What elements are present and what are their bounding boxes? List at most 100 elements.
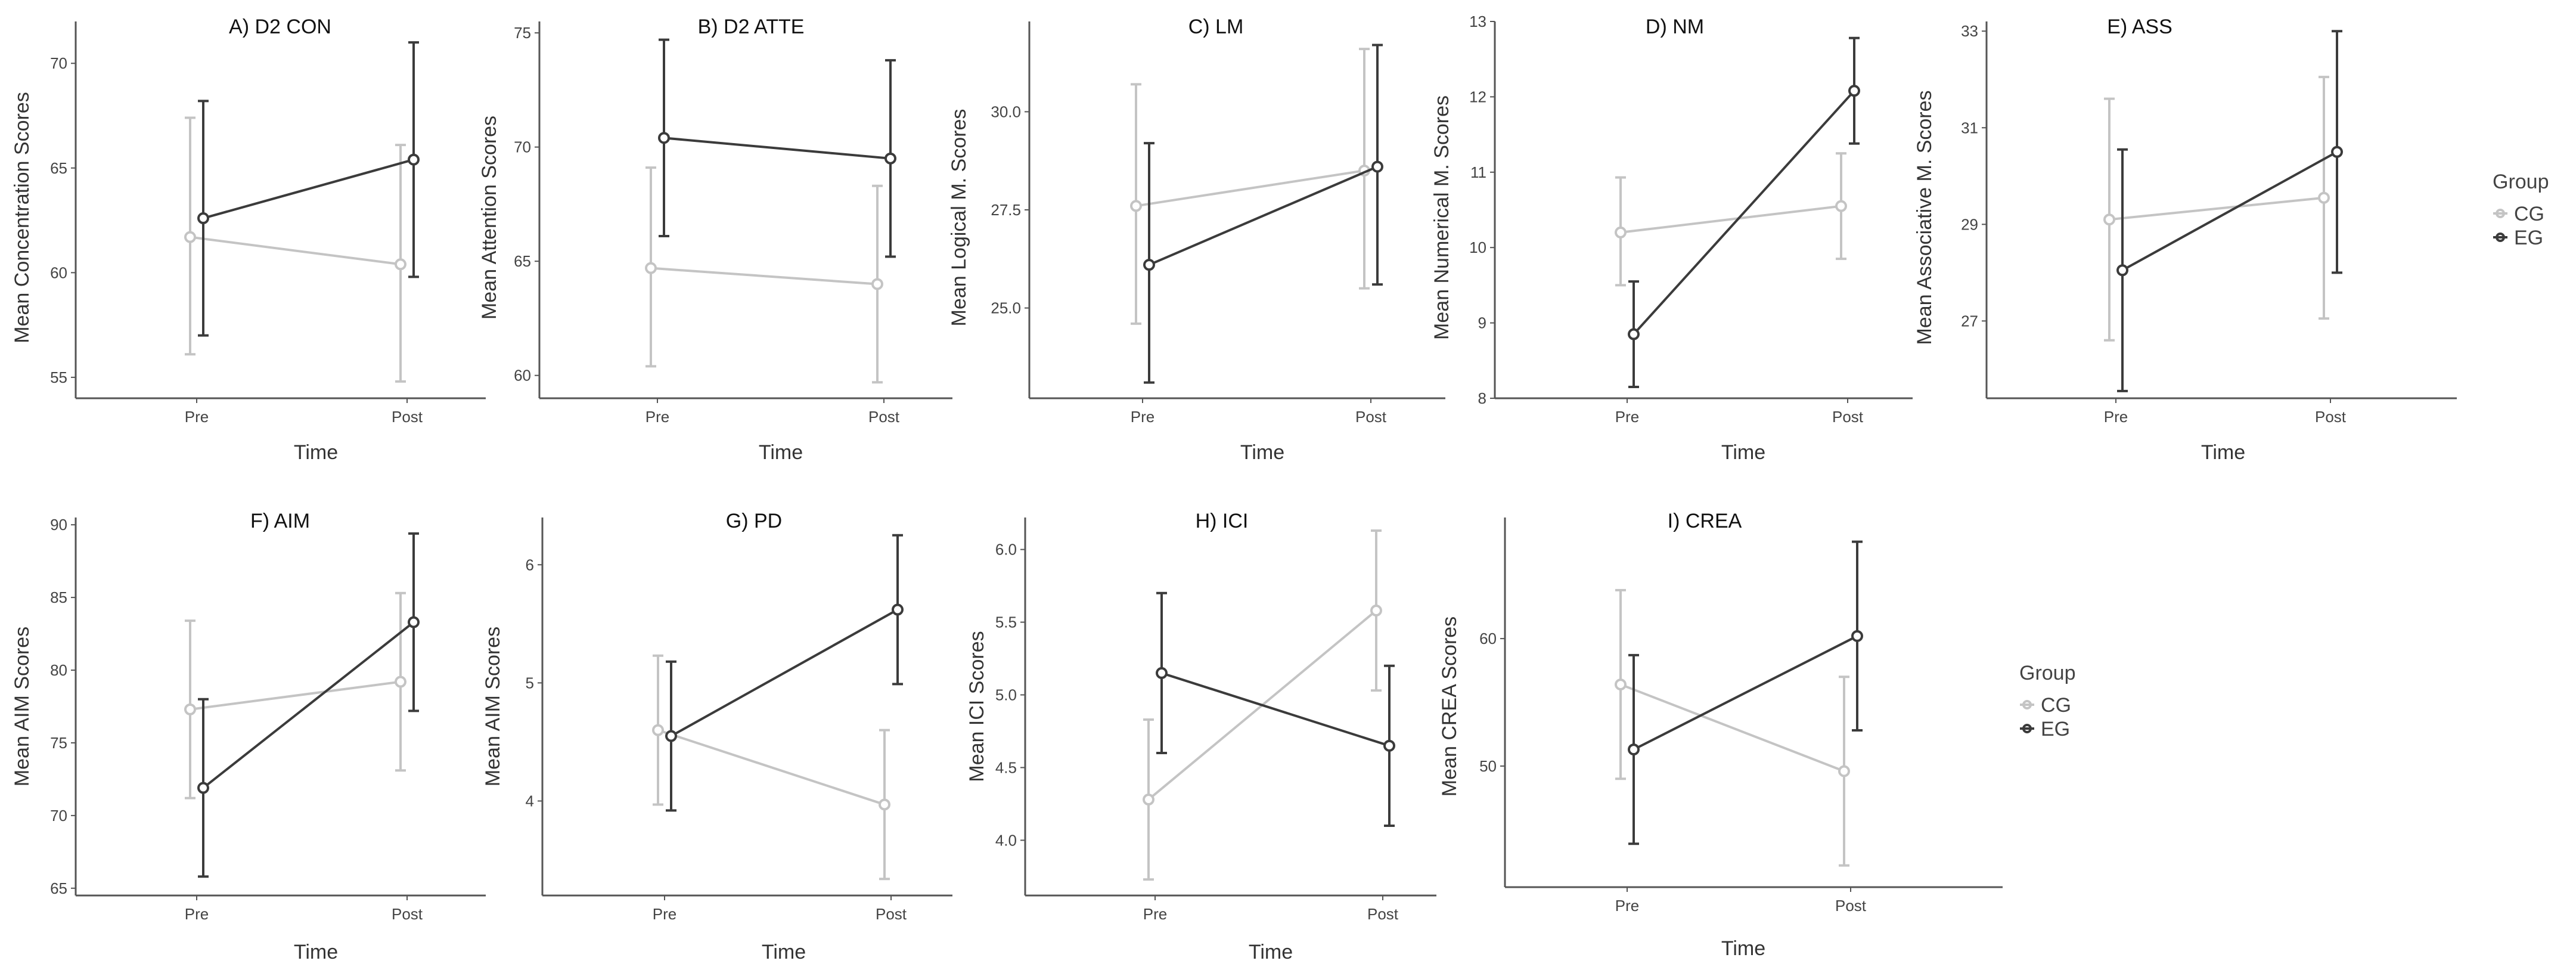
y-tick-label-e: 33 [1961, 22, 1978, 40]
data-point-eg [2331, 145, 2343, 158]
series-line-cg [1620, 204, 1842, 234]
panel-title-h: H) ICI [1196, 510, 1249, 532]
y-tick-label-g: 6 [526, 556, 534, 574]
x-tick-label-h: Pre [1143, 905, 1167, 923]
y-tick-label-d: 9 [1478, 314, 1486, 332]
data-point-cg [1615, 226, 1627, 238]
series-line-eg [203, 158, 414, 219]
data-point-eg [884, 152, 896, 165]
y-tick-label-c: 30.0 [991, 103, 1021, 120]
data-point-cg [395, 258, 406, 271]
x-tick-label-f: Post [392, 905, 423, 923]
x-axis-title-g: Time [762, 941, 806, 963]
y-tick-label-a: 55 [50, 368, 67, 386]
x-tick-label-h: Post [1367, 905, 1399, 923]
series-eg-h [1156, 591, 1395, 827]
x-tick-label-b: Post [868, 408, 900, 426]
x-tick-label-a: Pre [185, 408, 209, 426]
x-tick-label-e: Pre [2104, 408, 2128, 426]
series-eg-d [1628, 36, 1860, 389]
data-point-eg [892, 603, 904, 616]
data-point-eg [197, 782, 209, 794]
panel-title-c: C) LM [1188, 16, 1244, 38]
series-line-cg [1135, 169, 1365, 207]
series-cg-f [184, 591, 406, 800]
panel-title-b: B) D2 ATTE [698, 16, 805, 38]
series-line-eg [1161, 672, 1390, 747]
legend-top-eg-label: EG [2514, 227, 2543, 249]
series-line-eg [663, 137, 891, 160]
panel-f: 65 70 75 80 85 90 Pre Post [50, 516, 486, 923]
data-point-cg [645, 262, 657, 274]
x-axis-title-f: Time [294, 941, 338, 963]
x-axis-title-a: Time [294, 441, 338, 464]
panel-title-g: G) PD [726, 510, 782, 532]
y-axis-titles: Mean Concentration Scores Mean Attention… [11, 90, 1936, 797]
y-tick-label-e: 31 [1961, 119, 1978, 137]
data-point-eg [1628, 328, 1640, 340]
panel-g: 4 5 6 Pre Post [526, 518, 952, 923]
y-tick-label-d: 12 [1469, 88, 1486, 106]
x-tick-label-d: Pre [1615, 408, 1639, 426]
data-point-cg [1615, 678, 1627, 691]
data-point-eg [1143, 259, 1155, 271]
y-tick-label-g: 5 [526, 674, 534, 692]
data-point-cg [1143, 794, 1154, 806]
series-line-eg [202, 621, 415, 789]
y-tick-label-b: 60 [514, 367, 531, 385]
x-tick-label-i: Post [1835, 897, 1867, 915]
x-axis-title-i: Time [1721, 937, 1765, 960]
series-eg-c [1143, 44, 1383, 384]
x-tick-label-e: Post [2315, 408, 2347, 426]
series-line-eg [671, 608, 898, 738]
data-point-cg [1835, 200, 1847, 212]
data-point-eg [1156, 667, 1168, 679]
y-axis-title-g: Mean AIM Scores [482, 627, 504, 786]
y-axis-title-c: Mean Logical M. Scores [948, 109, 970, 327]
legend-top-cg-label: CG [2514, 203, 2544, 225]
data-point-eg [665, 730, 677, 742]
data-point-cg [2103, 213, 2115, 226]
data-point-cg [395, 675, 406, 688]
y-tick-label-g: 4 [526, 792, 534, 810]
series-cg-i [1615, 588, 1850, 867]
x-tick-label-c: Pre [1131, 408, 1154, 426]
x-tick-label-i: Pre [1615, 897, 1639, 915]
series-cg-d [1615, 152, 1847, 287]
y-tick-label-f: 85 [50, 588, 67, 606]
x-tick-label-g: Post [876, 905, 907, 923]
data-point-eg [1383, 739, 1395, 752]
series-line-eg [1149, 165, 1378, 267]
legend-bottom: Group CG EG [2019, 662, 2076, 740]
panel-h: 4.0 4.5 5.0 5.5 6.0 Pre Post [995, 518, 1436, 923]
y-tick-label-d: 11 [1470, 163, 1486, 181]
series-eg-b [658, 38, 896, 258]
y-tick-label-d: 13 [1469, 13, 1486, 30]
x-tick-label-b: Pre [645, 408, 669, 426]
y-tick-label-h: 5.5 [995, 613, 1017, 631]
series-cg-c [1130, 48, 1370, 325]
series-line-cg [190, 235, 401, 266]
x-axis-title-h: Time [1249, 941, 1293, 963]
legend-bottom-cg-label: CG [2041, 694, 2071, 717]
y-tick-label-e: 29 [1961, 215, 1978, 233]
series-eg-g [665, 534, 904, 812]
data-point-eg [408, 153, 420, 166]
series-line-cg [650, 267, 878, 286]
y-tick-label-f: 65 [50, 879, 67, 897]
series-eg-f [197, 532, 420, 878]
data-point-eg [408, 616, 420, 628]
data-point-eg [197, 212, 209, 225]
data-point-eg [1851, 630, 1863, 642]
y-tick-label-e: 27 [1961, 312, 1978, 330]
series-line-cg [190, 680, 401, 711]
y-axis-title-b: Mean Attention Scores [478, 116, 501, 320]
x-axis-titles: Time Time Time Time Time Time Time Time … [294, 441, 2245, 963]
series-eg-a [197, 41, 420, 337]
y-axis-title-i: Mean CREA Scores [1438, 616, 1461, 797]
x-axis-title-d: Time [1721, 441, 1765, 464]
y-tick-label-b: 65 [514, 252, 531, 270]
x-axis-title-b: Time [759, 441, 803, 464]
y-tick-label-b: 75 [514, 24, 531, 42]
